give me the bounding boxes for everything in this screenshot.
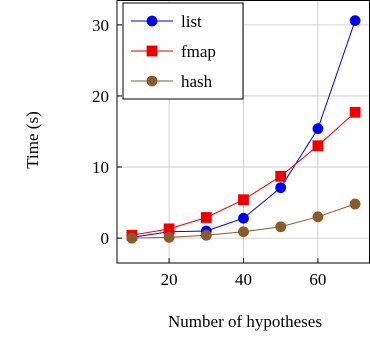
x-axis-label: Number of hypotheses [168, 312, 322, 331]
legend-swatch-marker [146, 15, 158, 27]
legend-swatch-marker [146, 45, 158, 57]
data-point-hash [349, 198, 361, 210]
data-point-list [312, 123, 324, 135]
legend-label: list [181, 12, 202, 31]
legend-swatch-marker [146, 75, 158, 87]
legend-item-list: list [131, 12, 202, 31]
legend-item-hash: hash [131, 72, 213, 91]
y-ticks: 0 10 20 30 [92, 16, 122, 248]
legend: list fmap hash [122, 2, 244, 100]
series-hash [126, 198, 361, 244]
y-axis-label: Time (s) [23, 111, 42, 168]
y-tick-label: 10 [92, 158, 109, 177]
data-point-fmap [312, 140, 324, 152]
data-point-list [275, 182, 287, 194]
x-tick-label: 60 [309, 270, 326, 289]
data-point-list [349, 15, 361, 27]
series-group [126, 15, 361, 244]
data-point-fmap [238, 194, 249, 206]
data-point-fmap [349, 106, 361, 118]
y-tick-label: 20 [92, 87, 109, 106]
data-point-list [238, 212, 249, 224]
data-point-hash [200, 229, 212, 241]
legend-item-fmap: fmap [131, 42, 216, 61]
data-point-hash [238, 226, 249, 238]
data-point-fmap [200, 212, 212, 223]
y-tick-label: 30 [92, 16, 109, 35]
y-tick-label: 0 [101, 229, 110, 248]
series-fmap [126, 106, 361, 241]
data-point-hash [126, 232, 138, 244]
data-point-hash [312, 211, 324, 223]
data-point-fmap [275, 170, 287, 182]
x-ticks: 20 40 60 [161, 258, 326, 289]
data-point-hash [275, 221, 287, 233]
data-point-hash [163, 232, 175, 243]
legend-label: hash [181, 72, 213, 91]
x-tick-label: 20 [161, 270, 178, 289]
x-tick-label: 40 [235, 270, 252, 289]
legend-label: fmap [181, 42, 216, 61]
